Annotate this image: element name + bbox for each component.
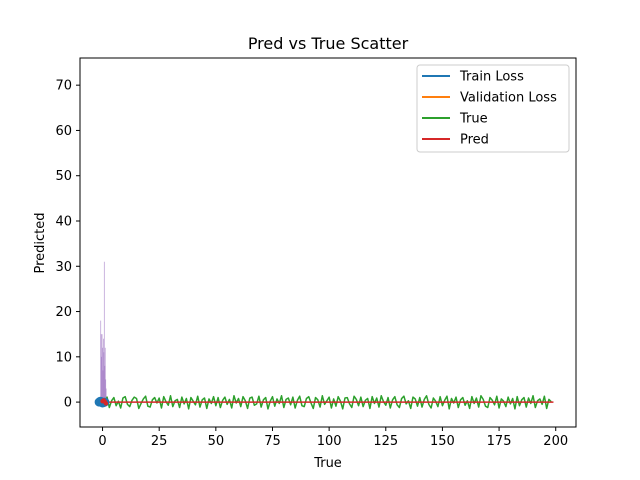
histogram-bar [100,320,102,403]
axes-frame [79,57,577,428]
y-tick-label: 30 [55,260,72,275]
histogram-bar [105,388,107,403]
legend-label: Train Loss [459,70,524,85]
legend-label: True [459,112,488,127]
legend-label: Validation Loss [460,91,557,106]
y-axis-title: Predicted [33,212,48,273]
histogram-bar [100,334,102,403]
y-tick-label: 20 [55,305,72,320]
x-axis-title: True [313,456,342,471]
y-tick-label: 10 [55,350,72,365]
y-tick-label: 0 [64,396,72,411]
histogram-bar [102,370,104,403]
legend-box [416,64,570,153]
y-tick-label: 40 [55,214,72,229]
x-tick-label: 150 [430,434,455,449]
histogram-bar [103,261,105,403]
chart-title: Pred vs True Scatter [248,34,409,53]
axis-ticks: 0 25 50 75 100 125 150 175 200 0 10 20 30 40 50 60 70 [55,79,568,449]
x-tick-label: 75 [264,434,281,449]
legend-label: Pred [460,133,489,148]
histogram-bar [103,352,105,403]
x-tick-label: 125 [373,434,398,449]
x-tick-label: 100 [317,434,342,449]
legend: Train Loss Validation Loss True Pred [416,64,570,153]
histogram-bar [105,379,107,403]
y-tick-label: 50 [55,169,72,184]
histogram-bar [104,365,106,403]
histogram-bar [101,356,103,403]
plot-area [94,261,554,410]
x-tick-label: 175 [487,434,512,449]
y-tick-label: 60 [55,124,72,139]
x-tick-label: 25 [151,434,168,449]
histogram-bar [102,347,103,403]
scatter-point-red [103,401,109,406]
histogram-bar [104,347,106,403]
x-tick-label: 50 [208,434,225,449]
histogram-bar [103,338,104,403]
x-tick-label: 200 [543,434,568,449]
x-tick-label: 0 [98,434,106,449]
series-line-true [101,395,552,410]
y-tick-label: 70 [55,79,72,94]
histogram-bar [101,334,103,403]
